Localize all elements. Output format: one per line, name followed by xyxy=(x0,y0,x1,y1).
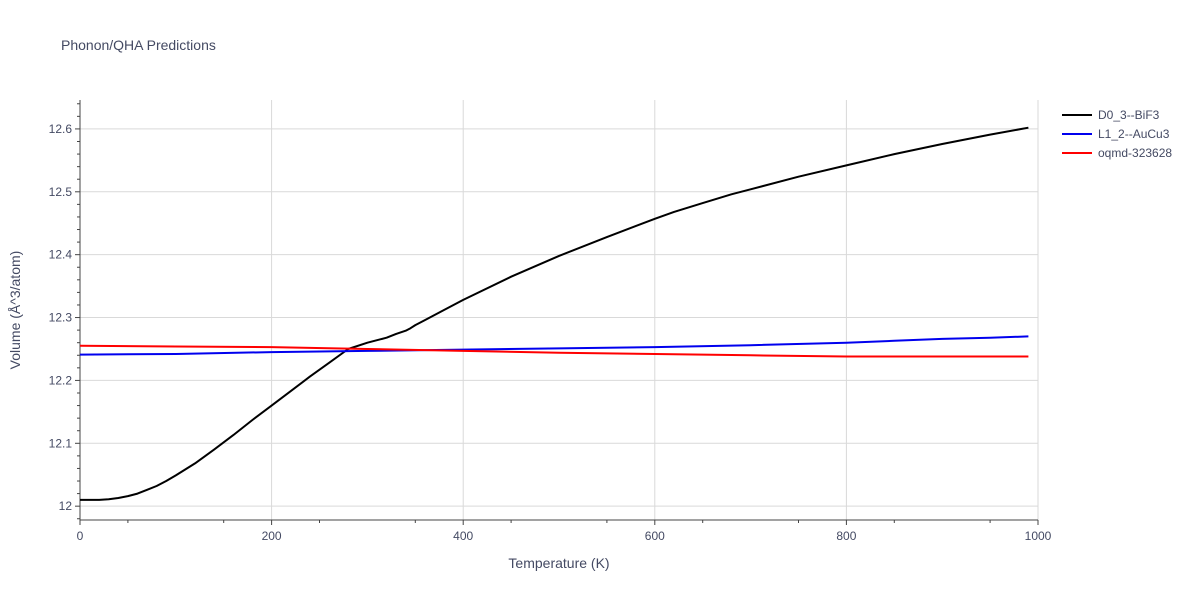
x-tick-label: 600 xyxy=(645,529,665,543)
series-line-l1-2-aucu3 xyxy=(79,335,1029,356)
y-axis-title: Volume (Å^3/atom) xyxy=(7,251,23,370)
legend-item[interactable]: L1_2--AuCu3 xyxy=(1062,127,1170,141)
axes: 0 200 400 600 800 1000 12 12.1 12.2 12.3 12.4 12.5 1… xyxy=(49,100,1052,543)
x-tick-label: 200 xyxy=(262,529,282,543)
x-axis-title: Temperature (K) xyxy=(508,555,609,571)
x-tick-label: 800 xyxy=(836,529,856,543)
y-tick-label: 12.5 xyxy=(49,185,73,199)
y-tick-label: 12.2 xyxy=(49,373,73,387)
x-tick-label: 0 xyxy=(77,529,84,543)
y-tick-label: 12.1 xyxy=(49,436,73,450)
legend-item[interactable]: oqmd-323628 xyxy=(1062,146,1172,160)
legend-label: D0_3--BiF3 xyxy=(1098,108,1160,122)
grid xyxy=(80,100,1039,520)
legend-item[interactable]: D0_3--BiF3 xyxy=(1062,108,1160,122)
legend-label: oqmd-323628 xyxy=(1098,146,1172,160)
y-tick-label: 12.3 xyxy=(49,311,73,325)
series-layer xyxy=(79,126,1029,501)
series-line-oqmd-323628 xyxy=(79,344,1029,358)
legend-label: L1_2--AuCu3 xyxy=(1098,127,1170,141)
chart-title: Phonon/QHA Predictions xyxy=(61,37,216,53)
y-tick-label: 12.4 xyxy=(49,248,73,262)
x-tick-label: 400 xyxy=(453,529,473,543)
legend[interactable]: D0_3--BiF3 L1_2--AuCu3 oqmd-323628 xyxy=(1062,108,1172,160)
y-tick-label: 12 xyxy=(59,499,73,513)
y-tick-label: 12.6 xyxy=(49,122,73,136)
x-tick-label: 1000 xyxy=(1025,529,1052,543)
series-line-d0-3-bif3 xyxy=(80,126,1029,501)
